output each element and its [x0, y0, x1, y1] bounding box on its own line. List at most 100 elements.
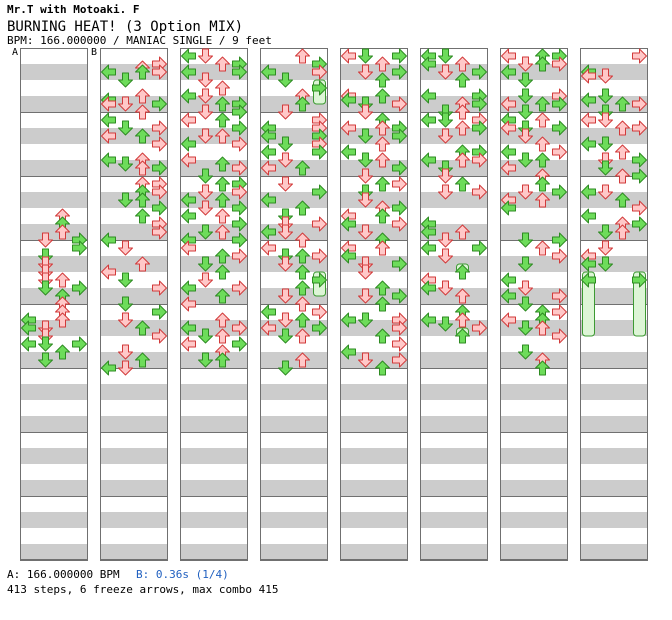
step-arrow-down	[358, 152, 373, 168]
step-arrow-right	[312, 144, 327, 160]
step-arrow-up	[535, 240, 550, 256]
beat-stripe	[340, 256, 408, 272]
step-arrow-left	[261, 240, 276, 256]
step-arrow-right	[552, 288, 567, 304]
footer-stats: 413 steps, 6 freeze arrows, max combo 41…	[7, 583, 279, 596]
step-arrow-down	[118, 360, 133, 376]
beat-stripe	[180, 448, 248, 464]
step-arrow-left	[421, 152, 436, 168]
beat-stripe	[580, 64, 648, 80]
step-arrow-left	[101, 128, 116, 144]
step-arrow-up	[375, 328, 390, 344]
beat-stripe	[100, 224, 168, 240]
beat-stripe	[340, 512, 408, 528]
step-arrow-down	[38, 280, 53, 296]
step-arrow-right	[392, 48, 407, 64]
step-arrow-left	[421, 56, 436, 72]
step-arrow-up	[215, 352, 230, 368]
beat-stripe	[340, 64, 408, 80]
step-arrow-right	[472, 120, 487, 136]
freeze-arrow-body	[633, 271, 646, 337]
step-arrow-right	[552, 248, 567, 264]
step-arrow-up	[615, 96, 630, 112]
step-arrow-down	[118, 96, 133, 112]
step-arrow-right	[312, 64, 327, 80]
beat-stripe	[100, 448, 168, 464]
step-arrow-left	[501, 120, 516, 136]
step-arrow-up	[615, 144, 630, 160]
beat-stripe	[20, 480, 88, 496]
beat-stripe	[20, 544, 88, 560]
step-arrow-right	[472, 64, 487, 80]
step-arrow-right	[152, 304, 167, 320]
beat-stripe	[180, 224, 248, 240]
step-arrow-up	[375, 208, 390, 224]
step-arrow-left	[21, 336, 36, 352]
step-arrow-right	[312, 216, 327, 232]
beat-stripe	[180, 512, 248, 528]
step-arrow-left	[581, 184, 596, 200]
step-arrow-up	[55, 224, 70, 240]
step-arrow-down	[358, 104, 373, 120]
step-arrow-down	[118, 192, 133, 208]
step-arrow-right	[632, 200, 647, 216]
step-arrow-down	[118, 272, 133, 288]
step-arrow-down	[278, 72, 293, 88]
step-arrow-left	[181, 320, 196, 336]
step-arrow-left	[101, 152, 116, 168]
beat-stripe	[100, 256, 168, 272]
column-border	[20, 48, 88, 560]
step-arrow-down	[518, 320, 533, 336]
step-arrow-right	[552, 56, 567, 72]
step-arrow-right	[312, 184, 327, 200]
step-arrow-left	[501, 200, 516, 216]
step-arrow-up	[135, 104, 150, 120]
column-border	[260, 48, 328, 560]
step-arrow-down	[38, 232, 53, 248]
beat-stripe	[420, 192, 488, 208]
step-arrow-left	[341, 144, 356, 160]
beat-stripe	[20, 352, 88, 368]
beat-stripe	[500, 448, 568, 464]
step-arrow-up	[615, 120, 630, 136]
step-arrow-down	[598, 136, 613, 152]
beat-stripe	[20, 512, 88, 528]
beat-stripe	[420, 480, 488, 496]
beat-stripe	[180, 64, 248, 80]
step-arrow-up	[135, 192, 150, 208]
beat-stripe	[20, 288, 88, 304]
step-arrow-left	[341, 248, 356, 264]
step-arrow-right	[152, 328, 167, 344]
step-arrow-down	[438, 168, 453, 184]
step-arrow-up	[135, 320, 150, 336]
step-arrow-up	[535, 56, 550, 72]
step-arrow-down	[598, 256, 613, 272]
beat-stripe	[580, 224, 648, 240]
beat-stripe	[100, 544, 168, 560]
chart-info: BPM: 166.000000 / MANIAC SINGLE / 9 feet	[7, 34, 272, 47]
beat-stripe	[500, 512, 568, 528]
beat-stripe	[180, 544, 248, 560]
step-arrow-left	[421, 224, 436, 240]
step-arrow-up	[295, 352, 310, 368]
step-arrow-down	[358, 264, 373, 280]
step-arrow-right	[472, 320, 487, 336]
beat-stripe	[340, 128, 408, 144]
beat-stripe	[340, 544, 408, 560]
step-arrow-up	[455, 176, 470, 192]
step-arrow-left	[181, 240, 196, 256]
freeze-arrow-head	[581, 272, 596, 288]
song-artist: Mr.T with Motoaki. F	[7, 3, 140, 16]
step-arrow-down	[198, 224, 213, 240]
beat-stripe	[580, 448, 648, 464]
step-arrow-right	[152, 96, 167, 112]
beat-stripe	[260, 352, 328, 368]
step-arrow-down	[518, 56, 533, 72]
step-arrow-left	[501, 64, 516, 80]
step-arrow-down	[118, 72, 133, 88]
step-arrow-down	[358, 192, 373, 208]
beat-stripe	[20, 64, 88, 80]
beat-stripe	[180, 288, 248, 304]
step-arrow-up	[535, 176, 550, 192]
step-arrow-down	[598, 88, 613, 104]
